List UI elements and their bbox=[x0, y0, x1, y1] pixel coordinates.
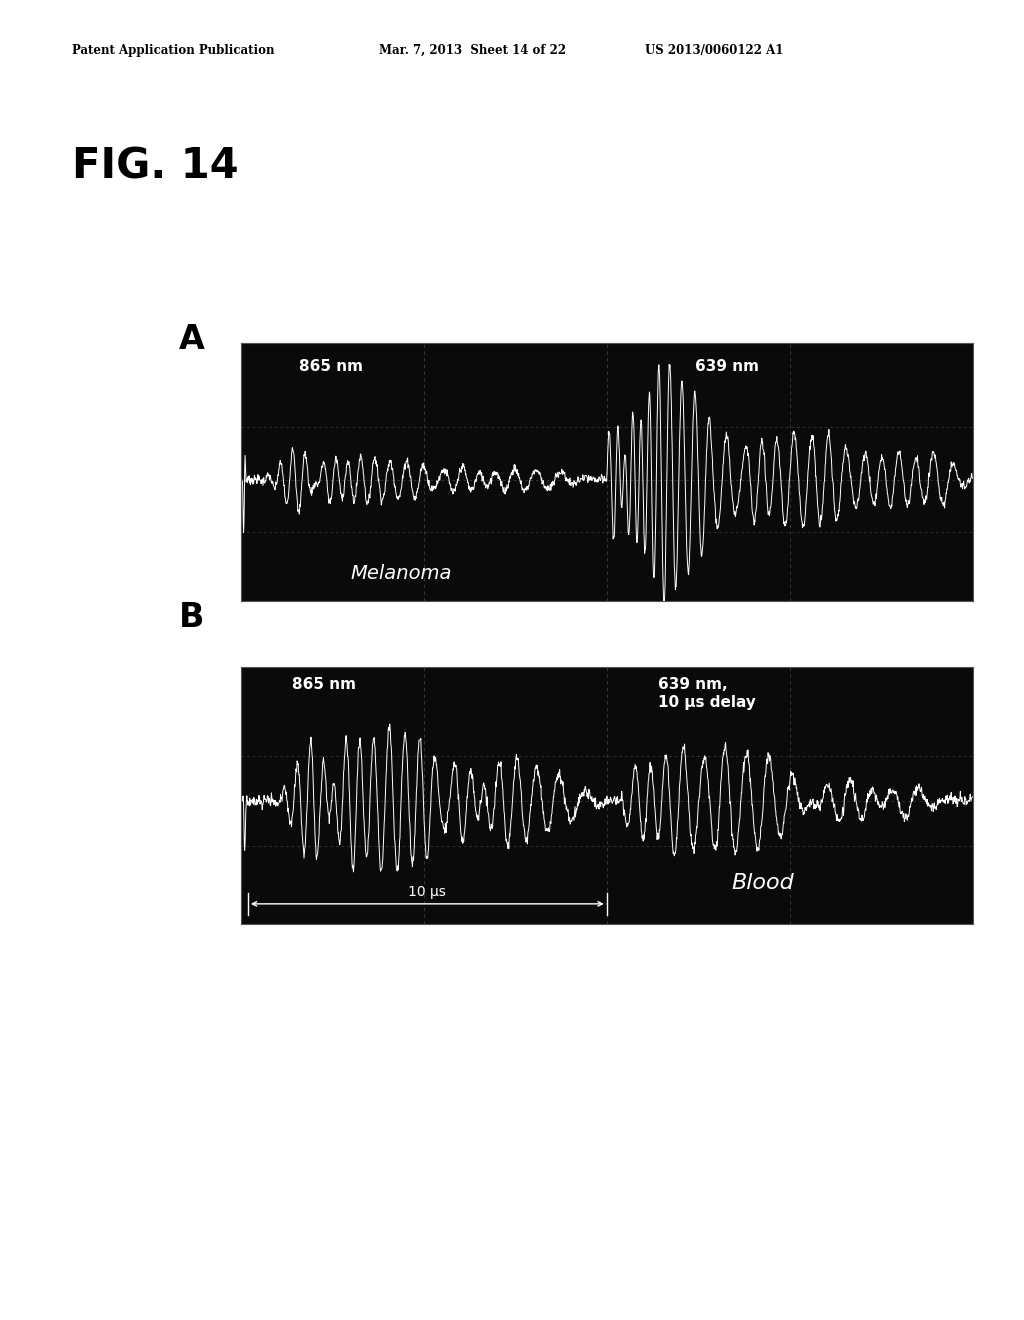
Text: US 2013/0060122 A1: US 2013/0060122 A1 bbox=[645, 44, 783, 57]
Text: Mar. 7, 2013  Sheet 14 of 22: Mar. 7, 2013 Sheet 14 of 22 bbox=[379, 44, 566, 57]
Text: FIG. 14: FIG. 14 bbox=[72, 145, 239, 187]
Text: 10 μs: 10 μs bbox=[409, 886, 446, 899]
Text: Patent Application Publication: Patent Application Publication bbox=[72, 44, 274, 57]
Text: Melanoma: Melanoma bbox=[350, 564, 452, 582]
Text: 865 nm: 865 nm bbox=[292, 677, 356, 692]
Text: 639 nm,
10 μs delay: 639 nm, 10 μs delay bbox=[658, 677, 756, 710]
Text: 865 nm: 865 nm bbox=[299, 359, 364, 374]
Text: A: A bbox=[179, 323, 205, 356]
Text: B: B bbox=[179, 601, 205, 634]
Text: 639 nm: 639 nm bbox=[694, 359, 759, 374]
Text: Blood: Blood bbox=[731, 873, 794, 894]
